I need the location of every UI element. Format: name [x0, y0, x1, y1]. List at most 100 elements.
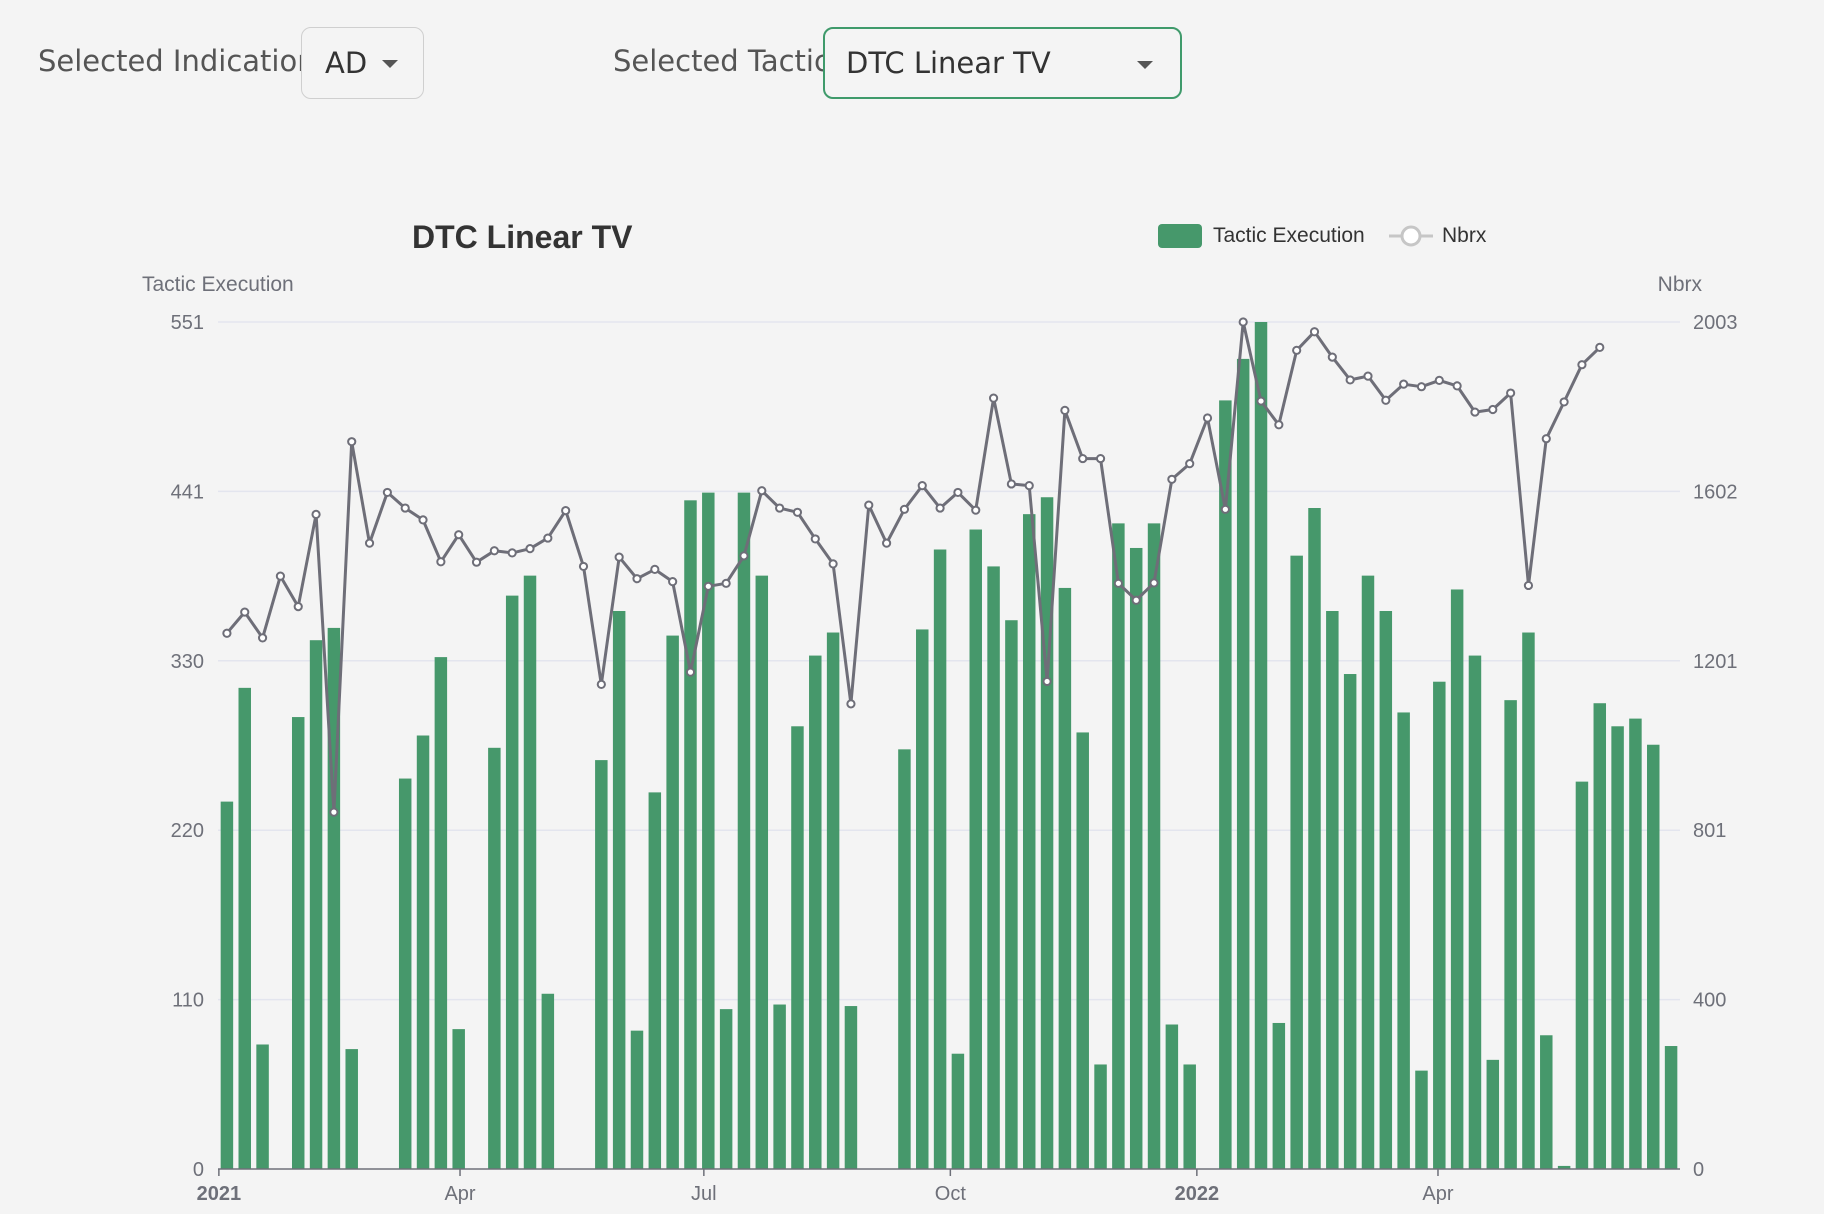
bar[interactable] [220, 801, 234, 1169]
nbrx-point[interactable] [1470, 407, 1480, 417]
bar[interactable] [1165, 1024, 1179, 1169]
nbrx-point[interactable] [1220, 504, 1230, 514]
bar[interactable] [1522, 632, 1535, 1169]
nbrx-point[interactable] [1416, 382, 1427, 392]
bar[interactable] [291, 717, 305, 1169]
nbrx-point[interactable] [1024, 481, 1034, 491]
nbrx-point[interactable] [1363, 371, 1373, 381]
nbrx-point[interactable] [347, 437, 357, 447]
bar[interactable] [1379, 610, 1393, 1169]
bar[interactable] [1557, 1165, 1571, 1169]
nbrx-point[interactable] [632, 574, 642, 584]
nbrx-point[interactable] [971, 505, 981, 515]
nbrx-point[interactable] [1149, 578, 1159, 588]
nbrx-point[interactable] [1488, 404, 1498, 415]
nbrx-point[interactable] [846, 699, 856, 709]
nbrx-point[interactable] [400, 503, 410, 513]
nbrx-point[interactable] [364, 538, 375, 548]
bar[interactable] [1094, 1064, 1107, 1169]
bar[interactable] [755, 575, 769, 1169]
nbrx-point[interactable] [1238, 317, 1248, 327]
bar[interactable] [1504, 700, 1517, 1169]
nbrx-point[interactable] [293, 601, 303, 612]
nbrx-point[interactable] [1506, 388, 1516, 398]
nbrx-point[interactable] [240, 607, 250, 617]
nbrx-point[interactable] [668, 577, 678, 587]
bar[interactable] [1433, 681, 1446, 1169]
nbrx-point[interactable] [792, 507, 803, 517]
bar[interactable] [1022, 514, 1036, 1169]
nbrx-point[interactable] [578, 561, 589, 572]
nbrx-point[interactable] [1577, 360, 1587, 370]
indication-select[interactable]: AD [301, 27, 424, 99]
bar[interactable] [1254, 322, 1268, 1169]
nbrx-point[interactable] [1256, 396, 1266, 406]
bar[interactable] [416, 735, 430, 1169]
nbrx-point[interactable] [275, 571, 286, 581]
nbrx-point[interactable] [810, 534, 820, 544]
bar[interactable] [1112, 523, 1125, 1169]
bar[interactable] [238, 687, 251, 1169]
nbrx-point[interactable] [1434, 375, 1444, 385]
bar[interactable] [1183, 1064, 1196, 1169]
nbrx-point[interactable] [1523, 580, 1534, 591]
nbrx-point[interactable] [1292, 345, 1302, 355]
nbrx-point[interactable] [1078, 453, 1088, 464]
nbrx-point[interactable] [311, 509, 321, 520]
bar[interactable] [1147, 523, 1161, 1169]
bar[interactable] [1308, 508, 1321, 1169]
bar[interactable] [434, 657, 448, 1169]
nbrx-point[interactable] [864, 500, 874, 510]
bar[interactable] [612, 610, 626, 1169]
nbrx-point[interactable] [1185, 459, 1195, 469]
bar[interactable] [1343, 674, 1357, 1169]
bar[interactable] [737, 492, 751, 1169]
nbrx-point[interactable] [1345, 375, 1355, 385]
bar[interactable] [541, 993, 555, 1169]
nbrx-point[interactable] [1381, 395, 1391, 405]
bar[interactable] [916, 629, 929, 1169]
tactic-select[interactable]: DTC Linear TV [823, 27, 1182, 99]
bar[interactable] [1629, 718, 1642, 1169]
bar[interactable] [969, 529, 982, 1169]
nbrx-point[interactable] [721, 578, 731, 588]
bar[interactable] [1486, 1059, 1500, 1169]
bar[interactable] [898, 749, 911, 1169]
bar[interactable] [1540, 1035, 1553, 1169]
nbrx-point[interactable] [382, 487, 392, 498]
nbrx-point[interactable] [828, 559, 838, 569]
bar[interactable] [1076, 732, 1089, 1169]
bar[interactable] [933, 549, 947, 1169]
bar[interactable] [1647, 744, 1660, 1169]
nbrx-point[interactable] [953, 487, 963, 498]
bar[interactable] [1397, 712, 1410, 1169]
bar[interactable] [826, 632, 840, 1169]
bar[interactable] [309, 640, 323, 1169]
nbrx-point[interactable] [1452, 381, 1462, 391]
bar[interactable] [1415, 1070, 1428, 1169]
nbrx-point[interactable] [614, 552, 624, 562]
nbrx-point[interactable] [418, 515, 428, 525]
nbrx-point[interactable] [1274, 420, 1284, 430]
bar[interactable] [702, 492, 715, 1169]
bar[interactable] [1575, 781, 1589, 1169]
bar[interactable] [398, 778, 412, 1169]
bar[interactable] [630, 1030, 644, 1169]
nbrx-point[interactable] [1167, 474, 1177, 484]
bar[interactable] [1450, 589, 1464, 1169]
bar[interactable] [505, 595, 519, 1169]
nbrx-point[interactable] [454, 530, 464, 540]
bar[interactable] [951, 1053, 965, 1169]
nbrx-point[interactable] [543, 533, 553, 543]
bar[interactable] [719, 1009, 733, 1169]
bar[interactable] [844, 1006, 858, 1169]
nbrx-point[interactable] [988, 393, 999, 403]
bar[interactable] [666, 635, 679, 1169]
nbrx-point[interactable] [1042, 676, 1052, 687]
bar[interactable] [345, 1049, 358, 1169]
nbrx-point[interactable] [757, 486, 767, 496]
nbrx-point[interactable] [561, 505, 571, 516]
bar[interactable] [256, 1044, 269, 1169]
nbrx-point[interactable] [703, 581, 713, 591]
bar[interactable] [1664, 1046, 1678, 1169]
